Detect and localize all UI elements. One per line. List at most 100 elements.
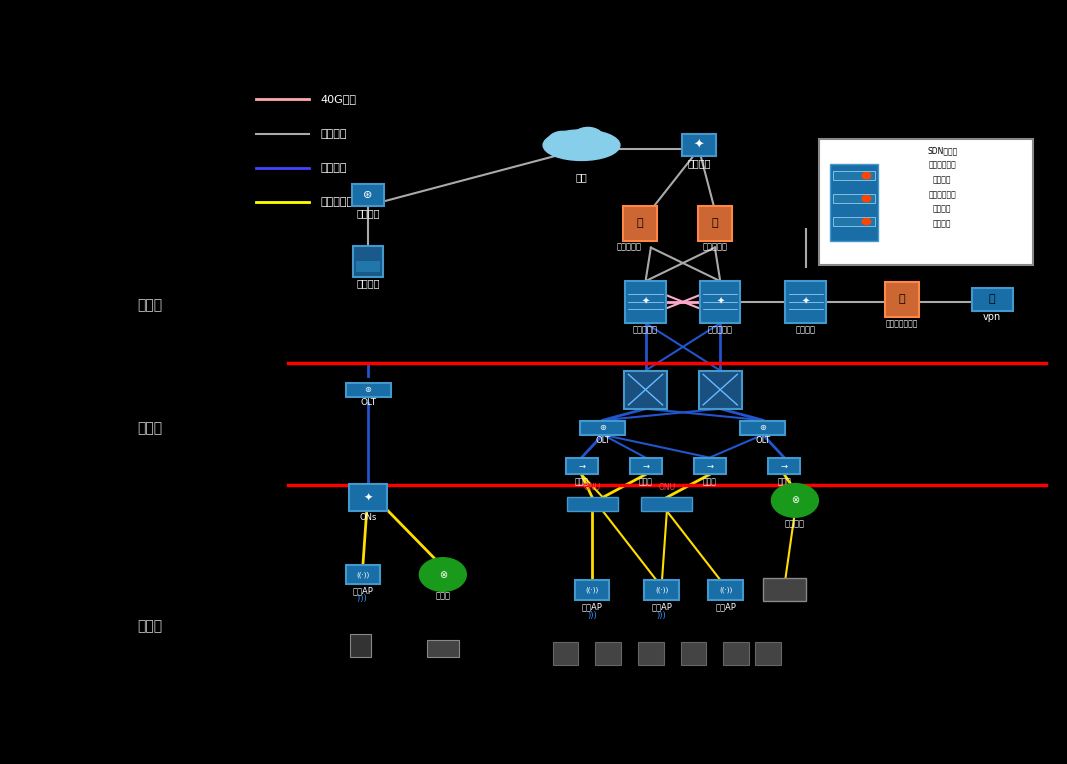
- FancyBboxPatch shape: [763, 578, 806, 601]
- Circle shape: [862, 196, 871, 202]
- Text: 分光器: 分光器: [574, 478, 589, 487]
- Text: 汇聚层: 汇聚层: [137, 421, 162, 435]
- Text: ⊗: ⊗: [791, 495, 799, 506]
- Bar: [723, 642, 749, 665]
- FancyBboxPatch shape: [352, 184, 384, 206]
- Circle shape: [419, 558, 466, 591]
- Text: →: →: [642, 461, 649, 471]
- Text: 分光器: 分光器: [702, 478, 717, 487]
- FancyBboxPatch shape: [700, 281, 740, 323]
- Text: ⊛: ⊛: [365, 385, 371, 394]
- Text: ((·)): ((·)): [356, 571, 369, 578]
- Text: 出口防火墙: 出口防火墙: [617, 242, 642, 251]
- Circle shape: [572, 128, 604, 151]
- Text: 分光器: 分光器: [638, 478, 653, 487]
- Text: ((·)): ((·)): [719, 587, 732, 593]
- Text: ✦: ✦: [801, 296, 810, 307]
- Text: →: →: [781, 461, 787, 471]
- Text: 数据中心: 数据中心: [796, 325, 815, 335]
- FancyBboxPatch shape: [644, 580, 679, 600]
- Text: ✦: ✦: [694, 138, 704, 152]
- Text: 核心交换机: 核心交换机: [633, 325, 658, 335]
- FancyBboxPatch shape: [819, 139, 1033, 266]
- Bar: [595, 642, 621, 665]
- Text: 数据中心防火墙: 数据中心防火墙: [886, 319, 918, 329]
- Text: 40G链路: 40G链路: [320, 94, 356, 105]
- FancyBboxPatch shape: [740, 421, 785, 435]
- Circle shape: [771, 484, 818, 517]
- FancyBboxPatch shape: [630, 458, 662, 474]
- Circle shape: [547, 131, 577, 153]
- FancyBboxPatch shape: [682, 134, 716, 156]
- FancyBboxPatch shape: [698, 206, 732, 241]
- Text: SDN控制器
应用层服务器
磁盘阵列
上网行为管理
认证代理
无线管理: SDN控制器 应用层服务器 磁盘阵列 上网行为管理 认证代理 无线管理: [927, 146, 957, 228]
- Text: 出口防火墙: 出口防火墙: [702, 242, 728, 251]
- Text: 核心交换机: 核心交换机: [707, 325, 733, 335]
- FancyBboxPatch shape: [346, 565, 380, 584]
- Text: ⊗: ⊗: [439, 569, 447, 580]
- Text: 🔥: 🔥: [637, 218, 643, 228]
- FancyBboxPatch shape: [885, 282, 919, 317]
- FancyBboxPatch shape: [575, 580, 609, 600]
- Text: ⊛: ⊛: [600, 423, 606, 432]
- Text: 🔥: 🔥: [898, 294, 905, 305]
- Text: 无线AP: 无线AP: [582, 602, 603, 611]
- Text: 🔥: 🔥: [712, 218, 718, 228]
- FancyBboxPatch shape: [768, 458, 800, 474]
- Text: OLT: OLT: [755, 436, 770, 445]
- Text: vpn: vpn: [983, 312, 1002, 322]
- FancyBboxPatch shape: [972, 288, 1013, 311]
- Bar: [833, 217, 875, 226]
- Bar: [681, 642, 706, 665]
- Bar: [350, 634, 371, 657]
- Circle shape: [862, 173, 871, 179]
- Text: 出口路由: 出口路由: [687, 158, 711, 168]
- Text: 千兆双绞线: 千兆双绞线: [320, 197, 353, 208]
- Text: 接入层: 接入层: [137, 620, 162, 633]
- Text: ✦: ✦: [641, 296, 650, 307]
- FancyBboxPatch shape: [699, 371, 742, 409]
- Bar: [553, 642, 578, 665]
- FancyBboxPatch shape: [625, 281, 666, 323]
- Text: 分光器: 分光器: [777, 478, 792, 487]
- Text: 无线AP: 无线AP: [352, 587, 373, 596]
- Text: 旁路由器: 旁路由器: [785, 520, 805, 529]
- FancyBboxPatch shape: [624, 371, 667, 409]
- FancyBboxPatch shape: [694, 458, 726, 474]
- Text: 电信: 电信: [575, 172, 588, 182]
- Text: 网络管理: 网络管理: [356, 278, 380, 288]
- FancyBboxPatch shape: [567, 497, 618, 511]
- FancyBboxPatch shape: [566, 458, 598, 474]
- Text: ONU: ONU: [584, 483, 601, 492]
- Text: →: →: [706, 461, 713, 471]
- Text: ⊛: ⊛: [364, 189, 372, 200]
- Text: 无线AP: 无线AP: [651, 602, 672, 611]
- Text: 室内AP: 室内AP: [715, 602, 736, 611]
- Text: ✦: ✦: [364, 492, 372, 503]
- FancyBboxPatch shape: [346, 383, 391, 397]
- Text: OLT: OLT: [360, 398, 377, 407]
- Text: 核心层: 核心层: [137, 299, 162, 312]
- FancyBboxPatch shape: [641, 497, 692, 511]
- Text: ⊛: ⊛: [760, 423, 766, 432]
- Text: ONs: ONs: [360, 513, 377, 522]
- FancyBboxPatch shape: [580, 421, 625, 435]
- Bar: [427, 640, 459, 657]
- Text: ✦: ✦: [716, 296, 724, 307]
- FancyBboxPatch shape: [623, 206, 657, 241]
- Text: 万兆光纤: 万兆光纤: [320, 128, 347, 139]
- FancyBboxPatch shape: [785, 281, 826, 323]
- Bar: [638, 642, 664, 665]
- Circle shape: [862, 219, 871, 225]
- Text: ((·)): ((·)): [586, 587, 599, 593]
- Text: ((·)): ((·)): [655, 587, 668, 593]
- Text: ONU: ONU: [658, 483, 675, 492]
- Text: ))): ))): [656, 611, 667, 620]
- Bar: [755, 642, 781, 665]
- Circle shape: [592, 135, 616, 152]
- Bar: [833, 171, 875, 180]
- Bar: [356, 261, 380, 272]
- Text: 路由分离: 路由分离: [356, 208, 380, 218]
- Text: 🔑: 🔑: [989, 294, 996, 305]
- Text: →: →: [578, 461, 585, 471]
